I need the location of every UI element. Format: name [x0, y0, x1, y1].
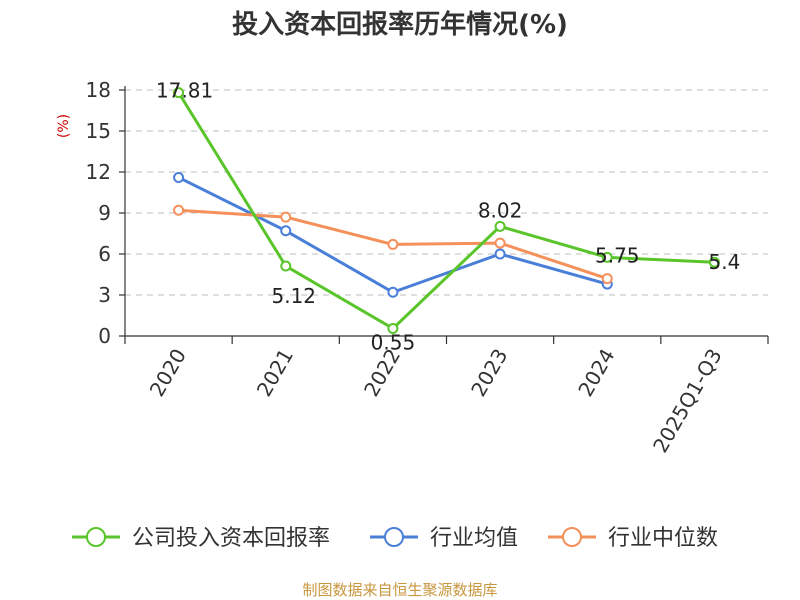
x-tick-label: 2024 [573, 345, 619, 401]
legend-marker [562, 527, 582, 547]
data-labels: 17.81 5.12 0.55 8.02 5.75 5.4 [156, 79, 740, 355]
data-point [387, 238, 399, 250]
legend[interactable]: 公司投入资本回报率 行业均值 行业中位数 [72, 526, 718, 551]
data-point [494, 237, 506, 249]
x-tick-label: 2020 [145, 345, 191, 401]
data-label: 0.55 [371, 330, 416, 354]
legend-label: 公司投入资本回报率 [132, 526, 330, 551]
data-point [601, 273, 613, 285]
y-tick-label: 15 [86, 119, 111, 143]
legend-label: 行业中位数 [608, 526, 718, 551]
y-tick-label: 9 [98, 201, 111, 225]
data-point [494, 220, 506, 232]
legend-item-3[interactable]: 行业中位数 [548, 526, 718, 551]
x-tick-label: 2023 [466, 345, 512, 401]
y-tick-label: 18 [86, 78, 111, 102]
y-tick-label: 12 [86, 160, 111, 184]
data-point [494, 248, 506, 260]
data-label: 5.75 [595, 243, 640, 267]
data-point [173, 87, 185, 99]
legend-marker [86, 527, 106, 547]
data-point [708, 256, 720, 268]
data-point [387, 286, 399, 298]
series-line [177, 91, 715, 330]
y-axis-label: (%) [56, 114, 72, 138]
data-label: 5.12 [271, 284, 316, 308]
grid-lines [125, 89, 768, 296]
legend-item-1[interactable]: 公司投入资本回报率 [72, 526, 330, 551]
data-point [280, 211, 292, 223]
y-tick-label: 0 [98, 324, 111, 348]
data-point [280, 260, 292, 272]
y-tick-label: 6 [98, 242, 111, 266]
data-point [280, 225, 292, 237]
legend-marker [384, 527, 404, 547]
data-point [173, 171, 185, 183]
chart-title: 投入资本回报率历年情况(%) [232, 9, 568, 40]
y-tick-label: 3 [98, 283, 111, 307]
x-tick-label: 2025Q1-Q3 [648, 345, 727, 457]
x-tick-label: 2021 [252, 345, 298, 401]
data-label: 17.81 [156, 79, 213, 103]
data-point [387, 322, 399, 334]
data-point [601, 251, 613, 263]
series-lines [173, 87, 720, 334]
data-label: 8.02 [478, 198, 523, 222]
source-note: 制图数据来自恒生聚源数据库 [302, 581, 497, 599]
legend-label: 行业均值 [430, 526, 518, 551]
data-label: 5.4 [709, 250, 741, 274]
legend-item-2[interactable]: 行业均值 [370, 526, 518, 551]
data-point [173, 204, 185, 216]
